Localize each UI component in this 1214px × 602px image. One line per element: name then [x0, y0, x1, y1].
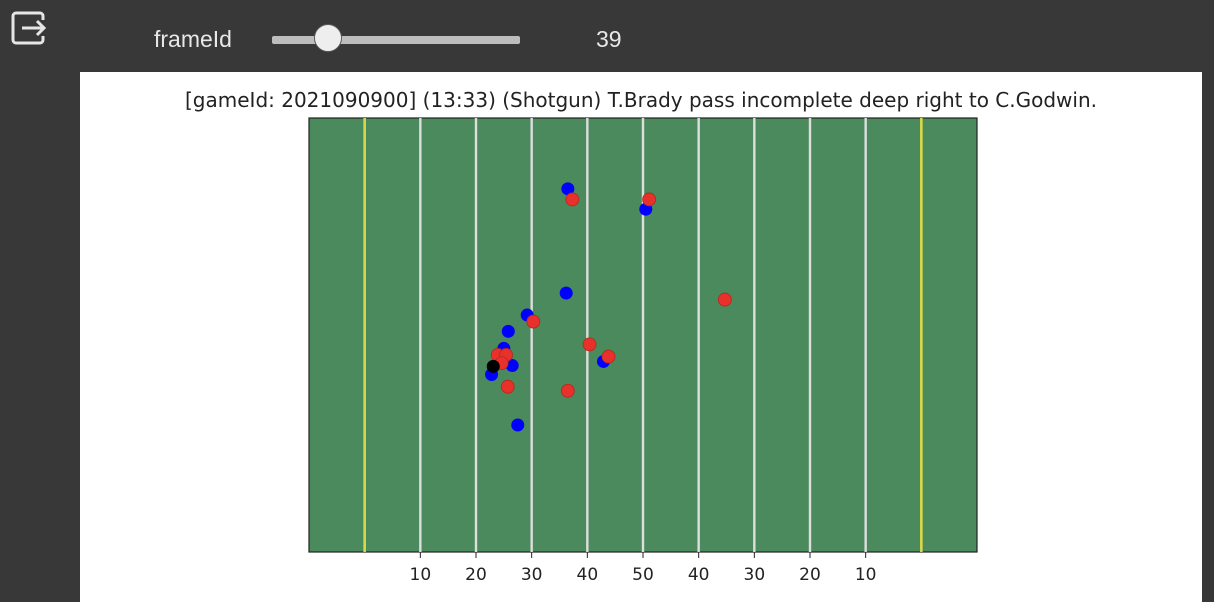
- x-tick-label: 30: [744, 565, 766, 585]
- player-point-blue: [511, 418, 525, 432]
- x-tick-label: 30: [521, 565, 543, 585]
- player-point-blue: [501, 324, 515, 338]
- exit-to-app-icon[interactable]: [8, 8, 48, 48]
- slider-track[interactable]: [272, 36, 520, 44]
- slider-thumb[interactable]: [314, 24, 343, 52]
- player-point-red: [582, 337, 597, 352]
- x-tick-label: 40: [577, 565, 599, 585]
- x-tick-label: 40: [688, 565, 710, 585]
- player-point-red: [526, 314, 541, 329]
- yard-lines: [363, 118, 923, 552]
- slider-label: frameId: [154, 26, 232, 52]
- slider-value: 39: [596, 26, 622, 52]
- x-tick-label: 50: [632, 565, 654, 585]
- x-tick-label: 10: [855, 565, 877, 585]
- player-point-blue: [559, 286, 573, 300]
- player-point-blue: [561, 182, 575, 196]
- player-point-red: [500, 379, 515, 394]
- field-chart: [gameId: 2021090900] (13:33) (Shotgun) T…: [185, 88, 1097, 585]
- frame-slider[interactable]: [272, 20, 520, 60]
- player-point-red: [601, 349, 616, 364]
- slider-widget: frameId 39: [0, 20, 1214, 60]
- plot-output: [gameId: 2021090900] (13:33) (Shotgun) T…: [80, 72, 1202, 602]
- football-point: [486, 359, 500, 373]
- player-point-red: [560, 383, 575, 398]
- x-tick-label: 10: [410, 565, 432, 585]
- player-point-red: [642, 192, 657, 207]
- x-tick-label: 20: [465, 565, 487, 585]
- player-point-red: [565, 192, 580, 207]
- player-points: [485, 182, 732, 432]
- player-point-blue: [505, 359, 519, 373]
- x-tick-label: 20: [799, 565, 821, 585]
- player-point-red: [717, 292, 732, 307]
- x-axis-ticks: 10 20 30 40 50 40 30 20 10: [410, 552, 877, 585]
- chart-title: [gameId: 2021090900] (13:33) (Shotgun) T…: [185, 88, 1097, 112]
